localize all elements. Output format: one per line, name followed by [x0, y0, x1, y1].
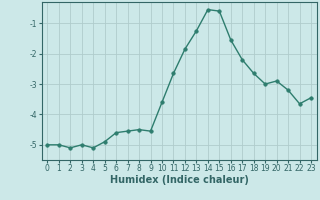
X-axis label: Humidex (Indice chaleur): Humidex (Indice chaleur) — [110, 175, 249, 185]
